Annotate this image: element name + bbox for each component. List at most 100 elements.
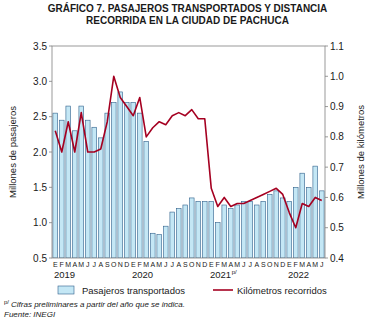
bar — [274, 191, 279, 258]
bar — [254, 205, 259, 258]
x-tick-label: A — [98, 261, 103, 268]
x-tick-label: J — [249, 261, 253, 268]
x-tick-label: D — [280, 261, 285, 268]
y2-tick-label: 0.7 — [330, 162, 344, 173]
x-tick-label: J — [164, 261, 168, 268]
x-tick-label: O — [111, 261, 117, 268]
frame — [52, 46, 325, 258]
y-axis-title: Millones de pasajeros — [7, 106, 18, 198]
x-tick-label: D — [124, 261, 129, 268]
y-tick-label: 0.5 — [33, 253, 47, 264]
note-text: Cifras preliminares a partir del año que… — [11, 300, 185, 309]
x-tick-label: O — [267, 261, 273, 268]
bar — [170, 212, 175, 258]
x-tick-label: E — [53, 261, 58, 268]
bar — [222, 205, 227, 258]
bar — [79, 106, 84, 258]
x-tick-label: A — [72, 261, 77, 268]
bar — [111, 103, 116, 258]
bar — [209, 201, 214, 258]
y2-tick-label: 0.9 — [330, 101, 344, 112]
bar — [98, 138, 103, 258]
line — [55, 76, 322, 227]
bar — [319, 191, 324, 258]
bar — [228, 209, 233, 258]
bar — [196, 201, 201, 258]
note-mark: p/ — [4, 299, 9, 305]
bar — [131, 103, 136, 258]
legend-label: Pasajeros transportados — [82, 285, 185, 296]
y-tick-label: 3.5 — [33, 41, 47, 52]
legend-label: Kilómetros recorridos — [237, 285, 327, 296]
y2-tick — [325, 227, 328, 228]
bar — [241, 201, 246, 258]
y2-tick — [325, 167, 328, 168]
year-label: 2019 — [54, 269, 75, 280]
x-tick-label: S — [261, 261, 266, 268]
x-tick-label: J — [242, 261, 246, 268]
x-tick-label: M — [312, 261, 318, 268]
x-tick-label: D — [202, 261, 207, 268]
bar — [267, 194, 272, 258]
x-tick-label: N — [274, 261, 279, 268]
bar — [280, 198, 285, 258]
x-tick-label: M — [299, 261, 305, 268]
y-tick-label: 2.0 — [33, 147, 47, 158]
y2-axis-title: Millones de kilómetros — [355, 105, 366, 199]
bar — [105, 113, 110, 258]
bar — [118, 92, 123, 258]
bar — [183, 205, 188, 258]
y-tick — [49, 187, 52, 188]
x-tick-label: A — [254, 261, 259, 268]
x-tick-label: A — [150, 261, 155, 268]
y2-tick — [325, 197, 328, 198]
chart: GRÁFICO 7. PASAJEROS TRANSPORTADOS Y DIS… — [0, 0, 375, 323]
y-tick — [49, 116, 52, 117]
x-tick-label: F — [294, 261, 298, 268]
title-line: GRÁFICO 7. PASAJEROS TRANSPORTADOS Y DIS… — [48, 2, 328, 14]
bar — [176, 209, 181, 258]
x-tick-label: E — [131, 261, 136, 268]
y2-tick-label: 1.1 — [330, 41, 344, 52]
x-tick-label: A — [306, 261, 311, 268]
x-tick-label: S — [183, 261, 188, 268]
y2-tick — [325, 258, 328, 259]
year-note-mark: p/ — [232, 269, 237, 275]
y2-tick — [325, 46, 328, 47]
x-tick-label: J — [320, 261, 324, 268]
x-tick-label: F — [138, 261, 142, 268]
y-tick — [49, 258, 52, 259]
x-tick-label: J — [86, 261, 90, 268]
x-tick-label: J — [171, 261, 175, 268]
y2-tick-label: 0.4 — [330, 253, 344, 264]
bar — [124, 103, 129, 258]
x-tick-label: J — [93, 261, 97, 268]
legend-swatch — [213, 289, 233, 291]
x-tick-label: A — [176, 261, 181, 268]
bar — [157, 235, 162, 258]
y2-tick-label: 1.0 — [330, 71, 344, 82]
bar — [261, 201, 266, 258]
y-tick — [49, 222, 52, 223]
bar — [137, 113, 142, 258]
x-tick-label: S — [105, 261, 110, 268]
bar — [189, 198, 194, 258]
y2-tick-label: 0.5 — [330, 222, 344, 233]
x-tick-label: O — [189, 261, 195, 268]
bar — [306, 187, 311, 258]
bar — [313, 166, 318, 258]
x-tick-label: M — [221, 261, 227, 268]
title: GRÁFICO 7. PASAJEROS TRANSPORTADOS Y DIS… — [48, 2, 328, 26]
x-tick-label: M — [78, 261, 84, 268]
y-tick — [49, 152, 52, 153]
x-tick-label: E — [209, 261, 214, 268]
bar — [163, 226, 168, 258]
bar — [144, 141, 149, 258]
y-tick — [49, 46, 52, 47]
y2-tick-label: 0.6 — [330, 192, 344, 203]
x-tick-label: F — [216, 261, 220, 268]
y2-tick — [325, 136, 328, 137]
source: Fuente: INEGI — [4, 310, 56, 319]
year-label: 2021 — [210, 269, 231, 280]
bar — [235, 205, 240, 258]
